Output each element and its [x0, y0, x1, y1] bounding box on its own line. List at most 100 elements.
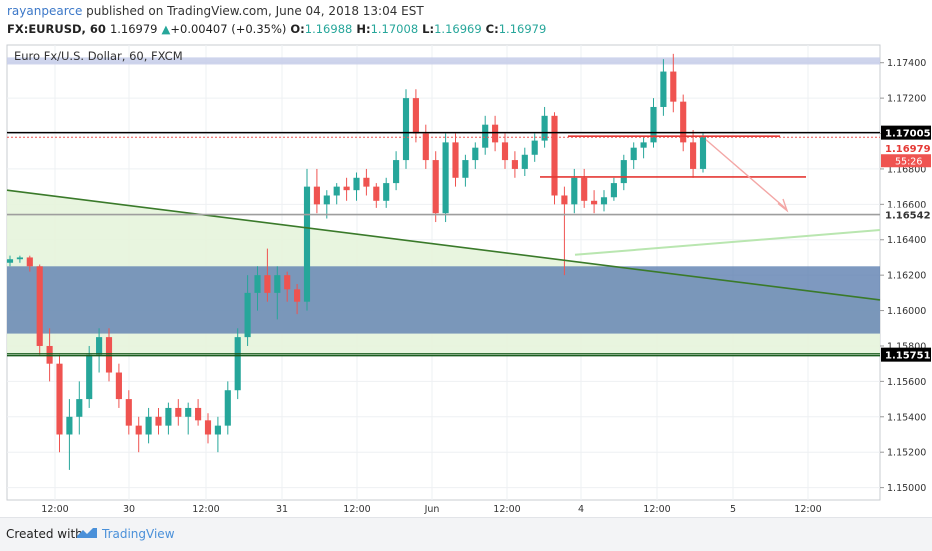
candle-body: [402, 98, 410, 161]
candle-body: [541, 115, 548, 141]
symbol-line: FX:EURUSD, 60 1.16979 ▲+0.00407 (+0.35%)…: [7, 22, 546, 36]
resistance-price-tag-bg: [881, 125, 931, 140]
candle-body: [383, 183, 390, 201]
tradingview-logo-icon: [77, 528, 97, 538]
x-tick-label: 30: [123, 504, 135, 515]
candle-body: [660, 71, 667, 107]
support-low-price-tag: 1.15751: [885, 351, 931, 362]
y-tick-label: 1.16600: [887, 200, 926, 211]
high-label: H:: [356, 22, 371, 36]
candle-body: [155, 416, 162, 426]
candle-body: [145, 416, 152, 435]
candle-body: [294, 289, 301, 302]
y-tick-label: 1.17400: [887, 58, 926, 69]
candle-body: [699, 137, 707, 169]
y-tick-label: 1.16200: [887, 271, 926, 282]
candle-body: [234, 337, 241, 391]
current-price-tag-bg: [881, 141, 931, 156]
candle-body: [680, 101, 687, 143]
publisher-username[interactable]: rayanpearce: [7, 4, 83, 18]
x-tick-label: 31: [276, 504, 288, 515]
y-tick-label: 1.17200: [887, 94, 926, 105]
candle-body: [591, 200, 598, 205]
candle-body: [86, 354, 93, 400]
countdown-bg: [881, 154, 931, 168]
y-tick-label: 1.15800: [887, 341, 926, 352]
candle-body: [46, 345, 53, 364]
candle-body: [224, 390, 231, 426]
y-tick-label: 1.16800: [887, 164, 926, 175]
candle-body: [333, 186, 340, 196]
y-tick-label: 1.15600: [887, 377, 926, 388]
price-chart[interactable]: 12:00 30 12:00 31 12:00 Jun 12:00 4 12:00 5 12:00 1…: [0, 40, 932, 517]
resistance-price-tag: 1.17005: [885, 129, 931, 140]
candle-body: [511, 160, 518, 169]
chart-title: Euro Fx/U.S. Dollar, 60, FXCM: [14, 49, 183, 63]
candle-body: [76, 399, 83, 417]
candle-body: [422, 133, 429, 161]
candle-body: [452, 142, 459, 178]
close-label: C:: [485, 22, 499, 36]
x-tick-label: 4: [578, 504, 584, 515]
candle-body: [640, 142, 647, 148]
candle-body: [581, 177, 588, 201]
candle-body: [412, 98, 419, 134]
low-label: L:: [422, 22, 435, 36]
candle-body: [214, 425, 221, 435]
light-green-trend: [574, 229, 881, 256]
candle-body: [610, 183, 617, 198]
candle-body: [600, 197, 608, 205]
last-price: 1.16979: [109, 22, 158, 36]
support-low-price-tag-bg: [881, 347, 931, 362]
candle-body: [620, 160, 627, 184]
candle-body: [16, 257, 23, 260]
candle-body: [323, 195, 330, 205]
y-tick-label: 1.15000: [887, 483, 926, 494]
candle-body: [6, 259, 14, 263]
candle-body: [363, 177, 370, 187]
publisher-line: rayanpearce published on TradingView.com…: [7, 4, 424, 18]
x-tick-label: 12:00: [643, 504, 670, 515]
x-tick-label: 5: [730, 504, 736, 515]
resistance-band: [7, 57, 880, 65]
open-value: 1.16988: [304, 22, 353, 36]
candle-body: [353, 177, 360, 191]
candle-body: [264, 275, 271, 293]
candle-body: [175, 407, 182, 417]
price-change: +0.00407 (+0.35%): [170, 22, 287, 36]
candle-body: [373, 186, 380, 201]
x-tick-label: Jun: [424, 504, 440, 515]
candle-body: [501, 142, 509, 161]
projection-arrowhead: [777, 198, 789, 213]
candle-body: [254, 275, 261, 293]
support-mid-price-tag: 1.16542: [885, 211, 931, 222]
candle-body: [96, 337, 103, 355]
low-value: 1.16969: [434, 22, 482, 36]
candle-body: [551, 115, 558, 196]
tradingview-brand[interactable]: TradingView: [102, 527, 175, 541]
x-tick-label: 12:00: [343, 504, 370, 515]
candle-body: [690, 142, 697, 169]
x-tick-label: 12:00: [794, 504, 821, 515]
candle-body: [561, 195, 568, 205]
candle-body: [492, 124, 499, 143]
candle-body: [343, 186, 350, 191]
candle-body: [244, 292, 251, 338]
candle-body: [432, 160, 439, 214]
candle-body: [26, 257, 33, 267]
candle-body: [56, 363, 63, 435]
candle-body: [66, 416, 73, 435]
candle-body: [313, 186, 320, 205]
candle-body: [165, 407, 172, 426]
blue-zone: [7, 266, 880, 334]
close-value: 1.16979: [498, 22, 547, 36]
candle-body: [442, 142, 449, 214]
candle-body: [303, 186, 311, 302]
candle-body: [115, 372, 122, 400]
candle-body: [482, 124, 489, 148]
candle-body: [105, 337, 113, 373]
symbol-label: FX:EURUSD, 60: [7, 22, 106, 36]
candle-body: [36, 266, 43, 346]
candle-body: [630, 147, 637, 161]
candle-body: [650, 106, 657, 143]
